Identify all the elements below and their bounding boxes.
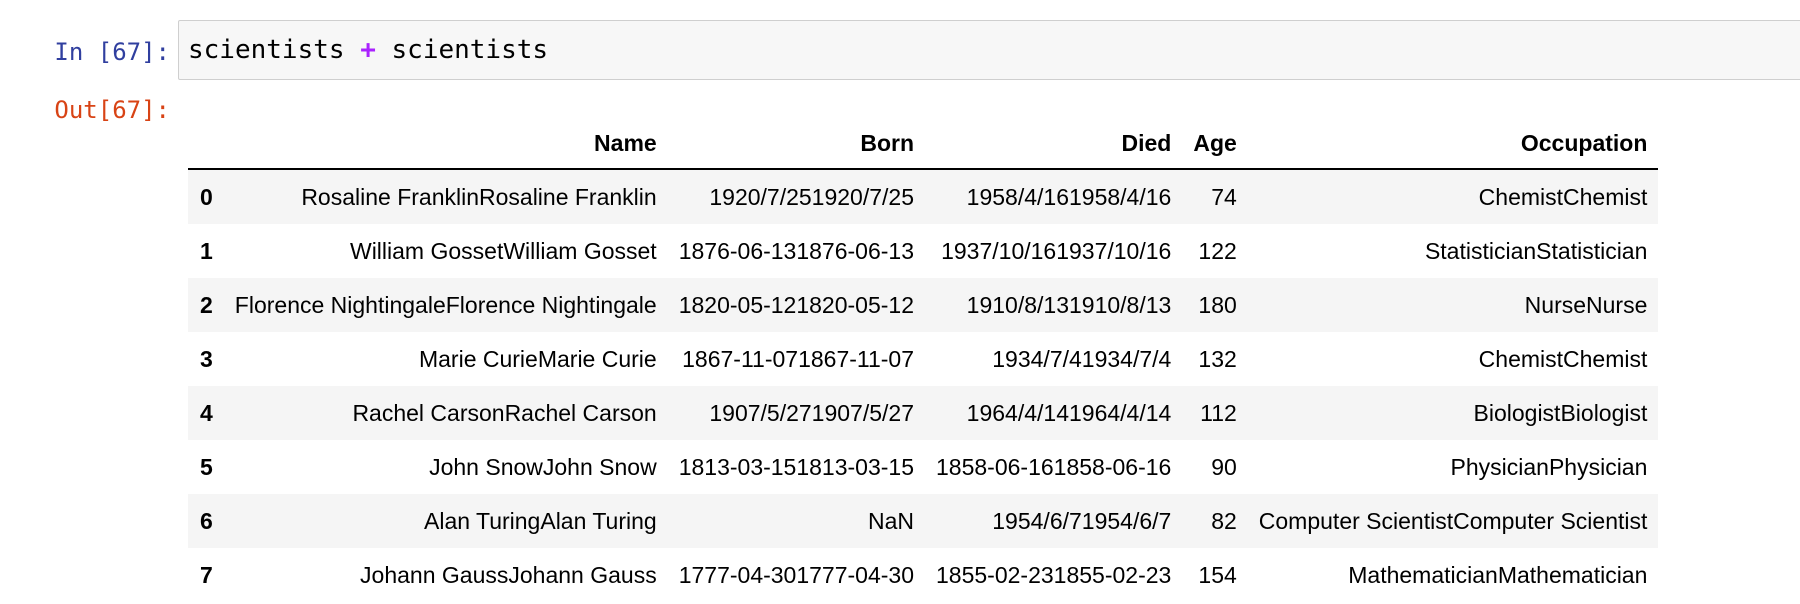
cell-born: 1820-05-121820-05-12 [678, 291, 915, 318]
column-header: Age [1182, 118, 1248, 170]
code-input-area[interactable]: scientists + scientists [178, 20, 1800, 80]
table-row: 7 Johann GaussJohann Gauss 1777-04-301777-… [188, 548, 1659, 602]
cell-occupation: NurseNurse [1524, 291, 1648, 318]
row-index: 1 [200, 237, 213, 264]
cell-name: John SnowJohn Snow [429, 453, 657, 480]
cell-age: 154 [1198, 561, 1237, 588]
cell-name: Marie CurieMarie Curie [418, 345, 657, 372]
cell-age: 122 [1198, 237, 1237, 264]
table-row: 6 Alan TuringAlan Turing NaN 1954/6/71954/6… [188, 494, 1659, 548]
cell-name: Johann GaussJohann Gauss [360, 561, 657, 588]
row-index: 6 [200, 507, 213, 534]
code-variable: scientists [188, 35, 345, 65]
dataframe-table: Name Born Died Age Occupation 0 Rosaline Fran… [188, 118, 1659, 602]
cell-born: 1876-06-131876-06-13 [678, 237, 915, 264]
code-text: scientists + scientists [188, 35, 548, 65]
column-header: Born [667, 118, 926, 170]
cell-age: 82 [1211, 507, 1237, 534]
table-row: 2 Florence NightingaleFlorence Nightingal… [188, 278, 1659, 332]
cell-died: 1910/8/131910/8/13 [966, 291, 1172, 318]
cell-born: 1777-04-301777-04-30 [678, 561, 915, 588]
row-index: 7 [200, 561, 213, 588]
table-row: 3 Marie CurieMarie Curie 1867-11-071867-11… [188, 332, 1659, 386]
cell-name: William GossetWilliam Gosset [349, 237, 657, 264]
table-row: 0 Rosaline FranklinRosaline Franklin 1920/… [188, 169, 1659, 224]
cell-died: 1937/10/161937/10/16 [941, 237, 1172, 264]
row-index: 2 [200, 291, 213, 318]
row-index: 5 [200, 453, 213, 480]
table-row: 4 Rachel CarsonRachel Carson 1907/5/271907… [188, 386, 1659, 440]
cell-born: 1867-11-071867-11-07 [682, 345, 915, 372]
cell-died: 1964/4/141964/4/14 [966, 399, 1172, 426]
cell-occupation: BiologistBiologist [1473, 399, 1648, 426]
table-body: 0 Rosaline FranklinRosaline Franklin 1920/… [188, 169, 1659, 602]
row-index: 0 [200, 183, 213, 210]
cell-born: 1920/7/251920/7/25 [709, 183, 915, 210]
cell-died: 1858-06-161858-06-16 [936, 453, 1172, 480]
cell-name: Florence NightingaleFlorence Nightingale [234, 291, 657, 318]
cell-occupation: StatisticianStatistician [1424, 237, 1648, 264]
cell-died: 1855-02-231855-02-23 [936, 561, 1172, 588]
column-header: Died [925, 118, 1183, 170]
cell-occupation: ChemistChemist [1478, 183, 1648, 210]
cell-age: 74 [1211, 183, 1237, 210]
index-header [188, 118, 224, 170]
cell-died: 1958/4/161958/4/16 [966, 183, 1172, 210]
column-header: Name [223, 118, 668, 170]
output-prompt: Out[67]: [54, 96, 170, 124]
cell-age: 132 [1198, 345, 1237, 372]
input-prompt: In [67]: [54, 38, 170, 66]
cell-occupation: Computer ScientistComputer Scientist [1258, 507, 1648, 534]
cell-occupation: ChemistChemist [1478, 345, 1648, 372]
cell-born: 1813-03-151813-03-15 [678, 453, 915, 480]
cell-name: Rachel CarsonRachel Carson [352, 399, 657, 426]
cell-age: 112 [1200, 399, 1237, 426]
cell-age: 90 [1211, 453, 1237, 480]
row-index: 4 [200, 399, 213, 426]
cell-age: 180 [1198, 291, 1237, 318]
cell-born: NaN [868, 507, 915, 534]
cell-name: Alan TuringAlan Turing [424, 507, 657, 534]
code-variable: scientists [391, 35, 549, 65]
cell-occupation: MathematicianMathematician [1348, 561, 1648, 588]
output-area: Name Born Died Age Occupation 0 Rosaline Fran… [188, 118, 1659, 602]
header-row: Name Born Died Age Occupation [188, 118, 1659, 170]
table-row: 5 John SnowJohn Snow 1813-03-151813-03-15 1… [188, 440, 1659, 494]
row-index: 3 [200, 345, 213, 372]
table-row: 1 William GossetWilliam Gosset 1876-06-131… [188, 224, 1659, 278]
column-header: Occupation [1247, 118, 1659, 170]
cell-name: Rosaline FranklinRosaline Franklin [301, 183, 657, 210]
cell-died: 1934/7/41934/7/4 [992, 345, 1172, 372]
cell-died: 1954/6/71954/6/7 [992, 507, 1172, 534]
cell-occupation: PhysicianPhysician [1450, 453, 1648, 480]
code-operator: + [360, 35, 376, 65]
cell-born: 1907/5/271907/5/27 [709, 399, 915, 426]
